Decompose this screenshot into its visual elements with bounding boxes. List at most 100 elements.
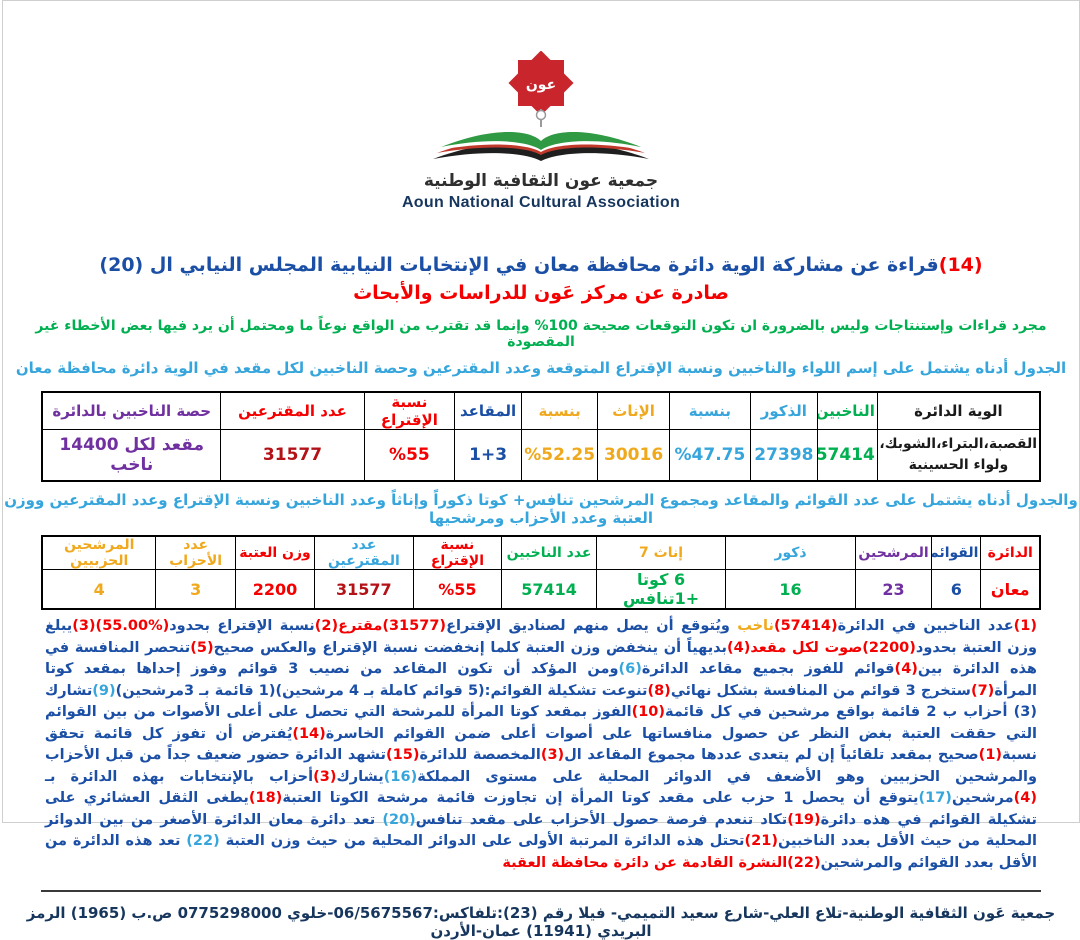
star-icon: عون	[508, 51, 574, 116]
emblem-neck	[535, 109, 547, 127]
text-segment: صحيح بمقعد تلقائياً إن لم يتعدى عددها مج…	[564, 747, 979, 763]
table-header-cell: عدد المقترعين	[220, 391, 365, 430]
text-segment: (22)	[180, 833, 220, 849]
text-segment: يشارك	[336, 768, 384, 785]
text-segment: (%55.00)(3)	[72, 618, 170, 634]
title-line2: صادرة عن مركز عَون للدراسات والأبحاث	[353, 282, 729, 304]
table-header-cell: وزن العتبة	[234, 535, 316, 570]
table-value-cell: 30016	[597, 429, 670, 482]
text-segment: (19)	[787, 811, 821, 828]
text-segment: (7)	[970, 682, 995, 699]
text-segment: (57414)	[773, 618, 838, 634]
table-value-cell: 57414	[816, 429, 878, 482]
text-segment: (21)	[744, 833, 778, 849]
text-segment: (1)	[1013, 618, 1037, 634]
table-value-cell: %47.75	[668, 429, 751, 482]
text-segment: الفوز بمقعد كوتا المرأة للمرشحة التي تحص…	[45, 704, 1037, 742]
table-header-cell: بنسبة	[668, 391, 751, 430]
table-header-cell: ذكور	[725, 535, 856, 570]
table-header-cell: القوائم	[931, 535, 982, 570]
title-line1: (14)قراءة عن مشاركة الوية دائرة محافظة م…	[3, 254, 1079, 276]
text-segment: تحتل هذه الدائرة المرتبة الأولى على الدو…	[219, 833, 745, 849]
text-segment: (5)	[190, 639, 214, 656]
text-segment: ومن المؤكد أن تكون المقاعد من نصيب 3 قوا…	[45, 661, 1037, 699]
footer-divider	[41, 890, 1041, 892]
text-segment: (14)	[292, 725, 326, 742]
table-header-cell: عدد الأحزاب	[155, 535, 236, 570]
table-value-cell: 27398	[749, 429, 818, 482]
text-segment: تنوعت تشكيلة القوائم:(5 قوائم كاملة بـ 4…	[115, 682, 648, 699]
text-segment: أحزاب بالإنتخابات بهذه الدائرة بـ	[45, 768, 314, 785]
text-segment: (10)	[631, 704, 666, 720]
text-segment: تكاد تنعدم فرصة حصول الأحزاب على مقعد تن…	[415, 811, 788, 828]
text-segment: نسبة الإقتراع بحدود	[169, 618, 315, 634]
text-segment: (22)النشرة القادمة عن دائرة محافظة العقب…	[502, 854, 821, 871]
logo-english-name: Aoun National Cultural Association	[401, 194, 681, 211]
text-segment: بديهياً أن ينخفض وزن العتبة كلما إنخفضت …	[213, 639, 728, 656]
table-value-cell: 3	[155, 569, 236, 610]
table-header-row: الدائرة القوائم المرشحين ذكور إناث 7 عدد النا…	[41, 535, 1041, 570]
text-segment: (3)	[313, 768, 337, 785]
text-segment: يُفترض أن تفوز كل قائمة تحقق نسبة	[45, 725, 1037, 764]
text-segment: قوائم للفوز بجميع مقاعد الدائرة	[641, 661, 895, 677]
table-header-cell: المرشحين	[854, 535, 933, 570]
table-header-cell: الذكور	[749, 391, 818, 430]
table-value-row: القصبة،البتراء،الشوبك، ولواء الحسينية 574…	[41, 429, 1041, 482]
table-value-cell: 4	[41, 569, 157, 610]
table-header-cell: بنسبة	[520, 391, 599, 430]
text-segment: مرشحين	[951, 790, 1014, 806]
table-value-cell: 31577	[314, 569, 414, 610]
text-segment: قراءة عن مشاركة الوية دائرة محافظة معان …	[99, 254, 939, 276]
logo-emblem-icon: عون	[433, 51, 649, 161]
text-segment: (2200)صوت لكل مقعد(4)	[727, 639, 916, 656]
text-segment: المخصصة للدائرة	[419, 747, 541, 763]
table-header-row: الوية الدائرة الناخبين الذكور بنسبة الإناث بن…	[41, 391, 1041, 430]
text-segment: (4)	[894, 661, 918, 677]
text-segment: (1)	[978, 747, 1003, 763]
notes-paragraph: (1)عدد الناخبين في الدائرة(57414)ناخب وي…	[45, 616, 1037, 874]
district-summary-table: الوية الدائرة الناخبين الذكور بنسبة الإناث بن…	[41, 391, 1041, 482]
table-header-cell: إناث 7	[595, 535, 727, 570]
table-value-cell: %55	[363, 429, 456, 482]
text-segment: (6)	[618, 661, 642, 677]
text-segment: ستخرج 3 قوائم من المنافسة بشكل نهائي	[670, 682, 971, 699]
text-segment: يطغى الثقل العشائري على تشكيلة القوائم ف…	[45, 790, 1037, 828]
table-header-cell: عدد المقترعين	[314, 535, 414, 570]
table-value-cell: 57414	[501, 569, 597, 610]
table-value-cell: %52.25	[520, 429, 599, 482]
table-value-cell: معان	[980, 569, 1041, 610]
text-segment: (16)	[383, 768, 418, 785]
svg-text:عون: عون	[526, 77, 556, 93]
text-segment: تشارك (3) أحزاب ب 2 قائمة بواقع مرشحين ف…	[45, 682, 1038, 721]
table-value-cell: 6	[931, 569, 982, 610]
text-segment: (17)	[918, 790, 952, 806]
text-segment: (18)	[248, 790, 283, 806]
table-header-cell: نسبة الإقتراع	[363, 391, 456, 430]
table-value-cell: 1+3	[454, 429, 522, 482]
book-icon	[433, 131, 649, 161]
table-header-cell: المقاعد	[454, 391, 522, 430]
disclaimer-text: مجرد قراءات وإستنتاجات وليس بالضرورة ان …	[35, 318, 1047, 350]
table-value-row: معان 6 23 16 6 كوتا +1تنافس 57414 %55 31577 2200…	[41, 569, 1041, 610]
footer-contact: جمعية عَون الثقافية الوطنية-تلاع العلي-ش…	[26, 904, 1056, 940]
table-header-cell: عدد الناخبين	[501, 535, 597, 570]
table-value-cell: 16	[725, 569, 856, 610]
table2-intro-text: والجدول أدناه يشتمل على عدد القوائم والم…	[4, 491, 1078, 527]
text-segment: يتوقع أن يحصل 1 حزب على مقعد كوتا المرأة…	[282, 790, 919, 806]
text-segment: (9)	[92, 682, 116, 699]
table-header-cell: الدائرة	[980, 535, 1041, 570]
table-value-cell: القصبة،البتراء،الشوبك، ولواء الحسينية	[876, 429, 1041, 482]
text-segment: (8)	[647, 682, 671, 699]
table1-intro-text: الجدول أدناه يشتمل على إسم اللواء والناخ…	[15, 359, 1067, 377]
lists-details-table: الدائرة القوائم المرشحين ذكور إناث 7 عدد النا…	[41, 535, 1041, 610]
text-segment: (20)	[375, 811, 416, 828]
text-segment: ناخب	[737, 618, 774, 634]
text-segment: يبلغ وزن العتبة بحدود	[45, 618, 1037, 656]
table-value-cell: 6 كوتا +1تنافس	[595, 569, 727, 610]
text-segment: (14)	[938, 254, 983, 276]
table-header-cell: نسبة الإقتراع	[412, 535, 503, 570]
text-segment: (3)	[540, 747, 565, 763]
table-value-cell: مقعد لكل 14400 ناخب	[41, 429, 222, 482]
table-header-cell: المرشحين الحزبيين	[41, 535, 157, 570]
